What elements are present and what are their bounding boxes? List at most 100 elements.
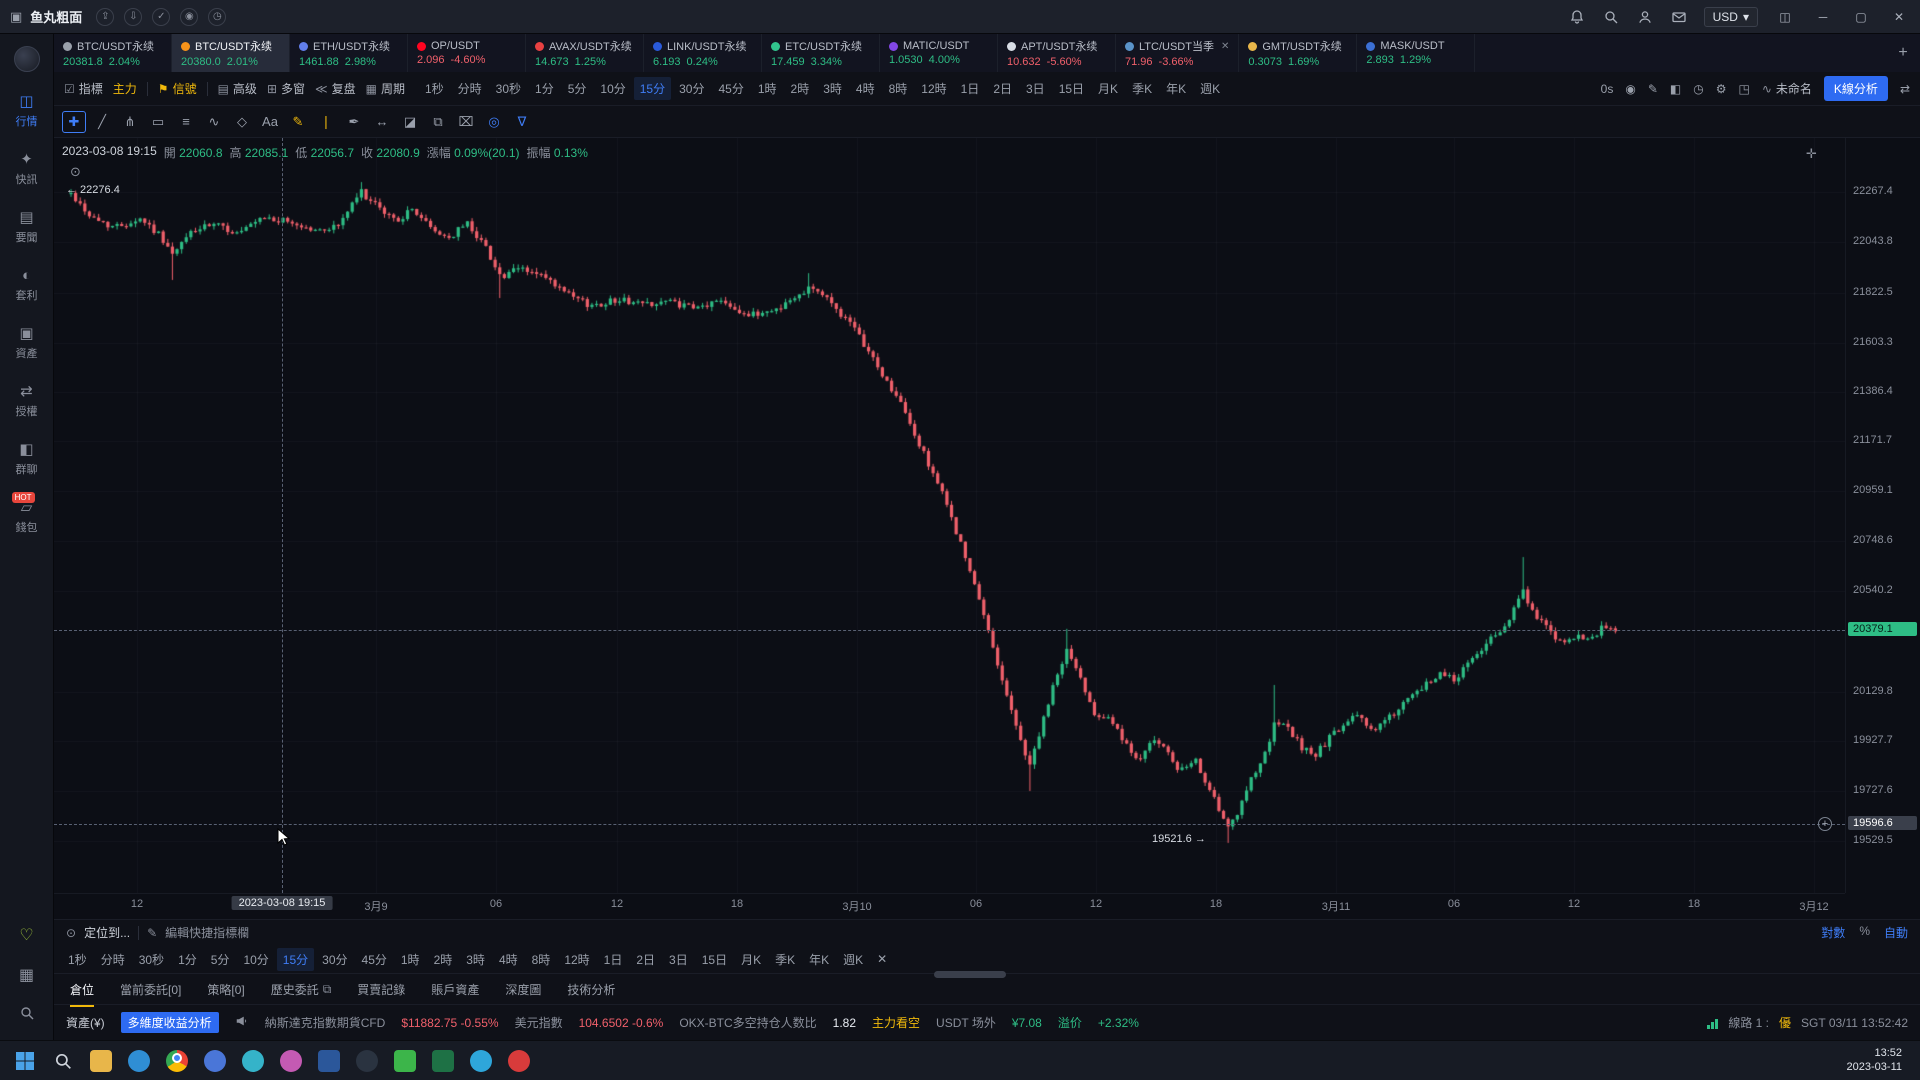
timeframe-button[interactable]: 3日 [1026, 82, 1045, 96]
timeframe-button[interactable]: 2日 [636, 952, 656, 967]
check-icon[interactable]: ✓ [152, 7, 171, 26]
locate-button[interactable]: 定位到... [84, 926, 131, 940]
clone-tool[interactable]: ⧉ [433, 113, 443, 129]
analysis-tag-button[interactable]: 多維度收益分析 [120, 1012, 219, 1033]
market-tab[interactable]: LTC/USDT当季 ✕ 71.96 -3.66% [1116, 34, 1240, 72]
excel-green[interactable] [428, 1046, 458, 1076]
user-icon[interactable] [1636, 8, 1654, 26]
parallel-lines-tool[interactable]: ≡ [182, 114, 190, 129]
log-scale-button[interactable]: 對數 [1821, 926, 1846, 940]
maximize-button[interactable]: ▢ [1855, 9, 1867, 24]
sidebar-item-wallet[interactable]: ▱ 錢包 HOT [11, 488, 38, 546]
wechat-green[interactable] [390, 1046, 420, 1076]
kline-analysis-button[interactable]: K線分析 [1823, 76, 1888, 101]
telegram-blue[interactable] [466, 1046, 496, 1076]
timeframe-button[interactable]: 3時 [823, 82, 842, 96]
time-axis[interactable]: 2023-03-08 19:15 12 3月9 06 12 18 3月10 06 12 18 3月… [54, 893, 1845, 915]
ruler-tool[interactable]: ↔ [375, 114, 389, 129]
timeframe-button[interactable]: 12時 [921, 82, 947, 96]
eraser-tool[interactable]: ◪ [403, 113, 417, 129]
timeframe-button[interactable]: 3時 [466, 952, 485, 967]
sidebar-item-headlines[interactable]: ▤ 要聞 [16, 198, 38, 256]
sidebar-search-icon[interactable] [19, 1005, 35, 1026]
indicator-button[interactable]: ☑ 指標 [64, 81, 103, 97]
timeframe-button[interactable]: 15分 [276, 947, 315, 971]
timeframe-button[interactable]: 2日 [993, 82, 1012, 96]
fullscreen-icon[interactable]: ◳ [1738, 81, 1750, 96]
comment-icon[interactable]: ◧ [1669, 81, 1682, 96]
layout-name-button[interactable]: ∿ 未命名 [1761, 81, 1812, 97]
market-tab[interactable]: ETH/USDT永续 1461.88 2.98% [290, 34, 408, 72]
search-icon[interactable] [1602, 8, 1620, 26]
market-tab[interactable]: APT/USDT永续 10.632 -5.60% [998, 34, 1116, 72]
timeframe-button[interactable]: 1分 [178, 952, 197, 967]
timeframe-button[interactable]: 4時 [855, 82, 875, 96]
sidebar-item-arbitrage[interactable]: ◐ 套利 [16, 256, 38, 314]
plus-circle-icon[interactable]: + [1818, 817, 1832, 831]
market-tab[interactable]: MASK/USDT 2.893 1.29% [1357, 34, 1476, 72]
line-label[interactable]: 線路 1 : [1728, 1016, 1770, 1030]
timeframe-button[interactable]: 5分 [567, 82, 587, 96]
trendline-tool[interactable]: ╱ [98, 113, 106, 129]
panel-tab[interactable]: 賬戶資產 [431, 982, 480, 997]
highlighter-tool[interactable]: ❘ [320, 113, 332, 129]
market-tab[interactable]: BTC/USDT永续 20380.0 2.01% [172, 34, 290, 72]
panel-resize-handle[interactable] [934, 971, 1006, 978]
timeframe-button[interactable]: 15日 [1058, 82, 1085, 96]
wave-tool[interactable]: ∿ [208, 113, 220, 129]
reward-heart-icon[interactable]: ♡ [19, 927, 34, 944]
delete-tool[interactable]: ⌧ [458, 113, 474, 129]
app-word-blue[interactable] [314, 1046, 344, 1076]
download-icon[interactable]: ⇩ [124, 7, 143, 26]
camera-icon[interactable]: ◉ [1625, 81, 1636, 96]
timeframe-button[interactable]: 1分 [535, 82, 554, 96]
timeframe-button[interactable]: 30秒 [495, 82, 522, 96]
timeframe-button[interactable]: 45分 [718, 82, 744, 96]
compare-icon[interactable]: ⇄ [1899, 81, 1910, 96]
bell-icon[interactable] [1568, 8, 1586, 26]
sidebar-item-assets[interactable]: ▣ 資產 [16, 314, 38, 372]
speed-label[interactable]: 0s [1600, 81, 1614, 96]
panel-tab[interactable]: 當前委託[0] [120, 982, 182, 997]
sidebar-item-news[interactable]: ✦ 快訊 [16, 140, 38, 198]
timeframe-button[interactable]: 季K [1132, 82, 1153, 96]
timeframe-button[interactable]: 4時 [498, 952, 518, 967]
timeframe-button[interactable]: 1秒 [68, 952, 87, 967]
asset-currency-label[interactable]: 資產(¥) [66, 1016, 105, 1030]
filter-tool[interactable]: ∇ [517, 113, 527, 129]
timeframe-button[interactable]: 12時 [564, 952, 590, 967]
advanced-button[interactable]: ▤ 高级 [217, 81, 257, 97]
windows-start-button[interactable] [10, 1046, 40, 1076]
panel-tab[interactable]: 策略[0] [207, 982, 245, 997]
app-steam-dark[interactable] [352, 1046, 382, 1076]
tab-close-icon[interactable]: ✕ [1220, 40, 1230, 52]
timeframe-button[interactable]: 分時 [457, 82, 482, 96]
period-button[interactable]: ▦ 周期 [365, 81, 405, 97]
timeframe-button[interactable]: 10分 [600, 82, 626, 96]
pattern-tool[interactable]: ◇ [237, 113, 247, 129]
timeframe-button[interactable]: 1秒 [424, 82, 444, 96]
sidebar-item-group-chat[interactable]: ◧ 群聊 [16, 430, 38, 488]
timeframe-button[interactable]: 年K [1166, 82, 1187, 96]
timeframe-button[interactable]: 週K [1200, 82, 1221, 96]
app-blue-1[interactable] [200, 1046, 230, 1076]
timeframe-button[interactable]: 30分 [679, 82, 705, 96]
mail-icon[interactable] [1670, 8, 1688, 26]
timeframe-button[interactable]: 30分 [322, 952, 348, 967]
crosshair-tool[interactable]: ✚ [62, 110, 86, 133]
pen-tool[interactable]: ✒ [348, 113, 360, 129]
app-multicolor[interactable] [276, 1046, 306, 1076]
timeframe-button[interactable]: 1日 [960, 82, 980, 96]
history-icon[interactable]: ◷ [208, 7, 227, 26]
panel-tab[interactable]: 深度圖 [505, 982, 542, 997]
timeframe-button[interactable]: 15日 [701, 952, 728, 967]
replay-button[interactable]: ≪ 复盘 [315, 81, 356, 97]
edit-icon[interactable]: ✎ [1647, 81, 1658, 96]
market-tab[interactable]: MATIC/USDT 1.0530 4.00% [880, 34, 998, 72]
settings-icon[interactable]: ⚙ [1715, 81, 1727, 96]
timeframe-button[interactable]: 15分 [633, 77, 672, 100]
pencil-tool[interactable]: ✎ [292, 113, 304, 129]
timeframe-button[interactable]: 30秒 [138, 952, 165, 967]
timeframe-button[interactable]: 週K [843, 952, 864, 967]
timeframe-button[interactable]: 8時 [531, 952, 551, 967]
